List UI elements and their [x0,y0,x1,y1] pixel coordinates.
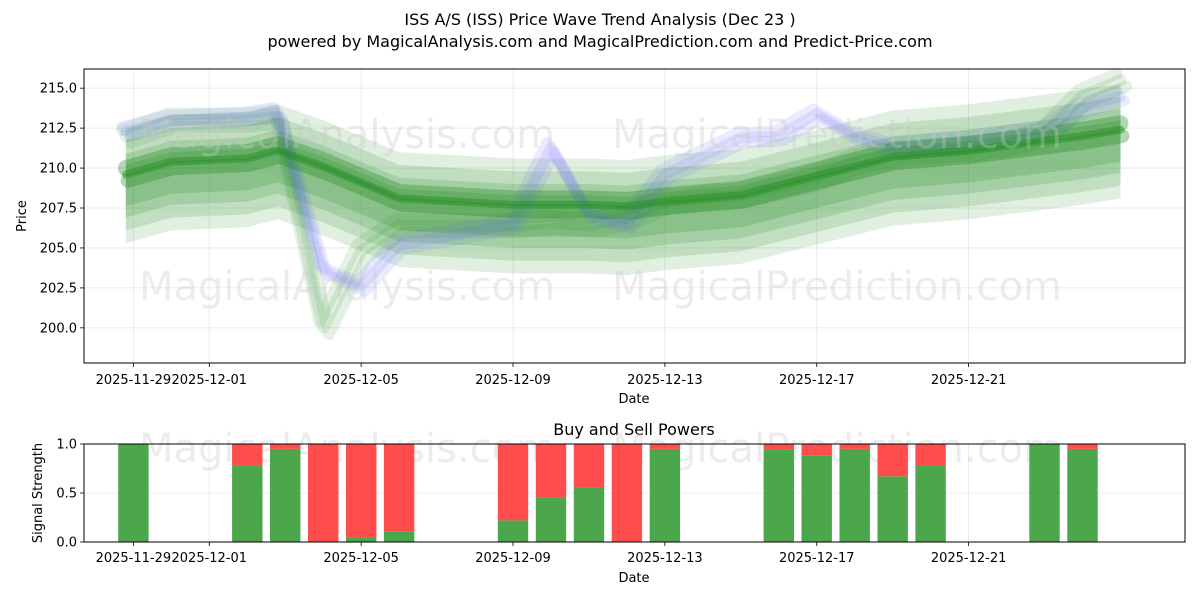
buy-bar [877,476,908,542]
sell-bar [535,444,567,498]
buy-bar [232,465,263,542]
power-y-tick-label: 1.0 [56,438,77,453]
price-x-tick-label: 2025-12-17 [779,373,855,388]
price-x-tick-label: 2025-12-13 [627,373,703,388]
sell-bar [915,444,946,466]
power-y-axis-label: Signal Strength [31,443,46,543]
price-y-tick-label: 215.0 [40,82,77,97]
buy-bar [270,448,301,542]
sell-bar [232,444,263,466]
buy-bar [763,449,794,542]
price-y-axis-label: Price [15,200,30,232]
price-blue-wave [120,90,1126,292]
power-x-tick-label: 2025-12-01 [172,551,248,566]
sell-bar [649,444,681,449]
power-x-axis-label: Date [618,571,649,586]
power-bars [118,444,1098,542]
sell-bar [839,444,870,449]
price-x-tick-label: 2025-12-21 [931,373,1007,388]
chart-title-line2: powered by MagicalAnalysis.com and Magic… [267,32,932,51]
price-y-tick-label: 202.5 [40,281,77,296]
price-x-tick-label: 2025-12-01 [172,373,248,388]
price-trend-band [125,96,1121,263]
price-green-wave [116,67,1123,328]
power-x-tick-label: 2025-12-21 [931,551,1007,566]
power-x-tick-label: 2025-11-29 [96,551,172,566]
power-x-tick-label: 2025-12-13 [627,551,703,566]
buy-bar [649,448,681,542]
price-plot-frame [83,68,1186,364]
watermark-6: MagicalPrediction.com [612,426,1062,472]
buy-bar [118,444,149,542]
power-y-tick-label: 0.5 [56,487,77,502]
buy-bar [535,497,567,542]
price-trend-band [125,108,1121,250]
price-trend-band [125,83,1121,276]
price-y-tick-label: 210.0 [40,162,77,177]
buy-bar [1067,448,1098,542]
power-x-tick-label: 2025-12-05 [323,551,399,566]
price-trend-line [117,115,1129,208]
sell-bar [801,444,832,456]
buy-bar [1029,444,1060,542]
price-trend-line [121,125,1125,211]
price-blue-wave [124,95,1130,297]
chart-title-line1: ISS A/S (ISS) Price Wave Trend Analysis … [404,10,795,29]
power-x-tick-label: 2025-12-17 [779,551,855,566]
price-x-tick-label: 2025-12-09 [475,373,551,388]
price-green-wave [125,80,1133,341]
buy-bar [497,520,529,542]
watermark-1: MagicalAnalysis.com [139,112,555,158]
price-blue-wave [116,85,1123,287]
buy-bar [383,531,415,542]
price-x-axis-label: Date [618,392,649,407]
sell-bar [308,444,339,542]
sell-bar [346,444,377,538]
price-x-tick-label: 2025-12-05 [323,373,399,388]
watermark-2: MagicalPrediction.com [612,112,1062,158]
sell-bar [497,444,529,521]
price-trend-line [120,129,1130,220]
sell-bar [877,444,908,477]
power-x-tick-label: 2025-12-09 [475,551,551,566]
sell-bar [383,444,415,532]
sell-bar [763,444,794,450]
power-axis-ticks: 2025-11-29 2025-12-01 2025-12-05 2025-12-09… [56,438,1006,567]
price-y-tick-label: 200.0 [40,321,77,336]
buy-bar [915,465,946,542]
price-trend-band [125,120,1121,239]
sell-bar [611,444,643,542]
price-axis-ticks: 2025-11-29 2025-12-01 2025-12-05 2025-12-09… [40,82,1007,388]
watermark-3: MagicalAnalysis.com [139,264,555,310]
power-chart-title: Buy and Sell Powers [553,420,715,439]
sell-bar [270,444,301,449]
price-y-tick-label: 205.0 [40,241,77,256]
power-y-tick-label: 0.0 [56,536,77,551]
price-x-tick-label: 2025-11-29 [96,373,172,388]
buy-bar [801,455,832,542]
watermark-4: MagicalPrediction.com [612,264,1062,310]
buy-bar [573,487,605,542]
price-waves [116,67,1133,341]
price-green-wave [119,74,1127,334]
buy-bar [346,537,377,542]
sell-bar [573,444,605,488]
sell-bar [1067,444,1098,449]
price-y-tick-label: 207.5 [40,202,77,217]
price-grid [84,69,1185,363]
buy-bar [839,448,870,542]
price-y-tick-label: 212.5 [40,122,77,137]
